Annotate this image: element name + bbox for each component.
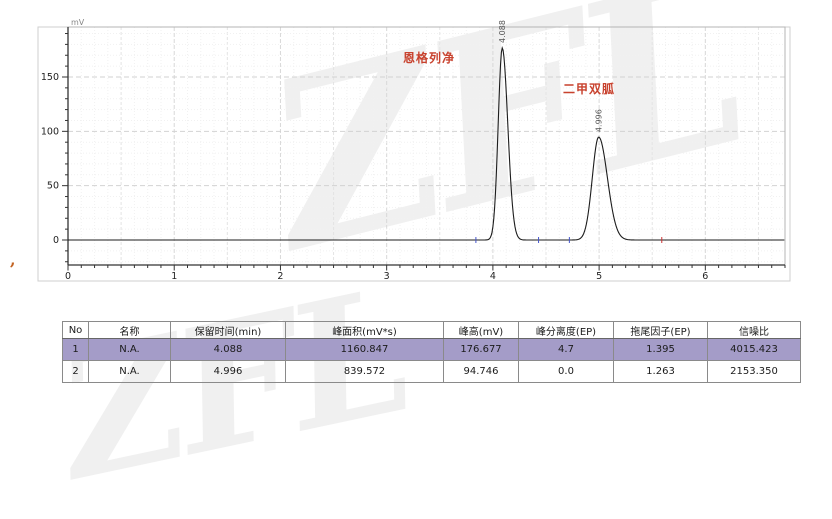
peak-annotation: 恩格列净	[403, 50, 455, 65]
column-header: 峰面积(mV*s)	[285, 321, 444, 339]
table-cell[interactable]: 4.7	[518, 338, 614, 361]
table-cell[interactable]: 4.088	[170, 338, 286, 361]
y-tick-label: 50	[47, 181, 59, 192]
peak-results-table-wrap: No 名称 保留时间(min) 峰面积(mV*s) 峰高(mV) 峰分离度(EP) 拖尾因子…	[62, 321, 801, 383]
x-tick-label: 1	[171, 271, 177, 282]
table-cell[interactable]: 1160.847	[285, 338, 444, 361]
table-cell[interactable]: 2	[62, 360, 89, 383]
table-cell[interactable]: 1.263	[613, 360, 708, 383]
table-cell[interactable]: 176.677	[443, 338, 519, 361]
y-tick-label: 150	[41, 72, 59, 83]
table-cell[interactable]: 0.0	[518, 360, 614, 383]
y-tick-label: 0	[53, 235, 59, 246]
table-cell[interactable]: N.A.	[88, 338, 171, 361]
table-cell[interactable]: 4.996	[170, 360, 286, 383]
table-cell[interactable]: N.A.	[88, 360, 171, 383]
table-cell[interactable]: 1	[62, 338, 89, 361]
column-header: 拖尾因子(EP)	[613, 321, 708, 339]
chart-panel-border	[37, 26, 791, 282]
peak-rt-label: 4.996	[595, 109, 604, 132]
peak-rt-label: 4.088	[498, 20, 507, 43]
x-tick-label: 3	[384, 271, 390, 282]
table-cell[interactable]: 94.746	[443, 360, 519, 383]
column-header: No	[62, 321, 89, 339]
column-header: 名称	[88, 321, 171, 339]
corner-mark: ,	[10, 250, 16, 269]
y-axis-unit: mV	[71, 18, 85, 27]
table-row[interactable]: 2 N.A. 4.996 839.572 94.746 0.0 1.263 2153.350	[62, 360, 801, 383]
column-header: 峰高(mV)	[443, 321, 519, 339]
x-tick-label: 2	[277, 271, 283, 282]
y-tick-label: 100	[41, 126, 59, 137]
table-row[interactable]: 1 N.A. 4.088 1160.847 176.677 4.7 1.395 4015.42…	[62, 338, 801, 361]
table-cell[interactable]: 4015.423	[707, 338, 801, 361]
x-tick-label: 4	[490, 271, 496, 282]
x-tick-label: 6	[702, 271, 708, 282]
table-cell[interactable]: 1.395	[613, 338, 708, 361]
peak-results-table: No 名称 保留时间(min) 峰面积(mV*s) 峰高(mV) 峰分离度(EP) 拖尾因子…	[62, 321, 801, 383]
column-header: 保留时间(min)	[170, 321, 286, 339]
y-axis: 0 50 100 150 mV	[41, 18, 85, 263]
signal-curve	[68, 46, 785, 241]
column-header: 信噪比	[707, 321, 801, 339]
x-tick-label: 5	[596, 271, 602, 282]
integration-marks	[475, 237, 663, 244]
peak-annotation: 二甲双胍	[563, 81, 615, 96]
x-tick-label: 0	[65, 271, 71, 282]
table-cell[interactable]: 2153.350	[707, 360, 801, 383]
table-header-row: No 名称 保留时间(min) 峰面积(mV*s) 峰高(mV) 峰分离度(EP) 拖尾因子…	[62, 321, 801, 339]
chart-grid	[68, 27, 785, 265]
column-header: 峰分离度(EP)	[518, 321, 614, 339]
x-axis: 0 1 2 3 4 5 6	[65, 265, 786, 282]
table-cell[interactable]: 839.572	[285, 360, 444, 383]
